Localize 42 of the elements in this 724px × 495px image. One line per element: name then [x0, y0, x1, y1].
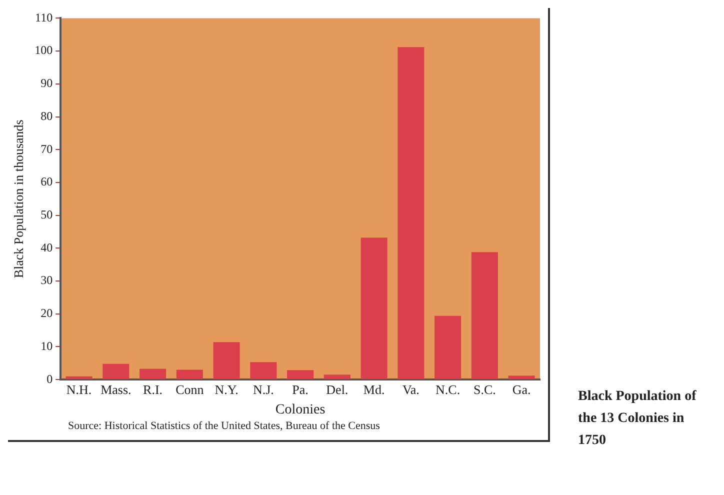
x-tick-label: Conn [176, 382, 204, 397]
x-axis-title: Colonies [275, 402, 326, 418]
bar [398, 47, 424, 380]
bar [508, 376, 535, 380]
y-tick-label: 10 [40, 338, 53, 353]
bar [287, 370, 314, 380]
y-axis-title: Black Population in thousands [11, 120, 26, 278]
y-tick-label: 100 [34, 43, 53, 58]
bar [360, 238, 388, 380]
y-tick-label: 80 [40, 108, 53, 123]
y-tick-label: 50 [40, 207, 53, 222]
x-tick-label: N.J. [252, 382, 274, 397]
y-tick-label: 20 [40, 306, 53, 320]
x-tick-label: Md. [363, 382, 385, 397]
x-tick-label: Mass. [100, 382, 132, 397]
bar [102, 364, 130, 380]
x-tick-label: R.I. [143, 382, 163, 397]
bar [213, 342, 240, 380]
y-tick-label: 90 [40, 76, 53, 90]
bar [471, 252, 498, 380]
x-tick-label: N.C. [436, 382, 460, 397]
x-tick-label: Del. [326, 382, 348, 397]
y-tick-label: 60 [40, 174, 53, 189]
x-tick-label: S.C. [473, 382, 496, 397]
bar [140, 368, 166, 380]
text: Black Population of the 13 Colonies in 1750 [578, 388, 698, 450]
y-tick-label: 0 [46, 372, 53, 386]
bar [324, 374, 350, 380]
bar [66, 376, 92, 380]
source-note: Source: Historical Statistics of the United States, Bureau of the Census [67, 420, 381, 432]
y-tick-label: 40 [40, 240, 53, 254]
x-tick-label: Va. [402, 382, 420, 397]
y-tick-label: 70 [40, 142, 53, 156]
y-tick-label: 110 [35, 10, 53, 24]
x-tick-label: Ga. [512, 382, 531, 397]
x-tick-label: N.H. [66, 382, 92, 397]
x-tick-label: N.Y. [214, 382, 238, 397]
x-tick-label: Pa. [292, 382, 308, 397]
bar [434, 316, 462, 380]
bar [250, 362, 277, 380]
bar [176, 370, 203, 380]
y-tick-label: 30 [40, 273, 53, 288]
